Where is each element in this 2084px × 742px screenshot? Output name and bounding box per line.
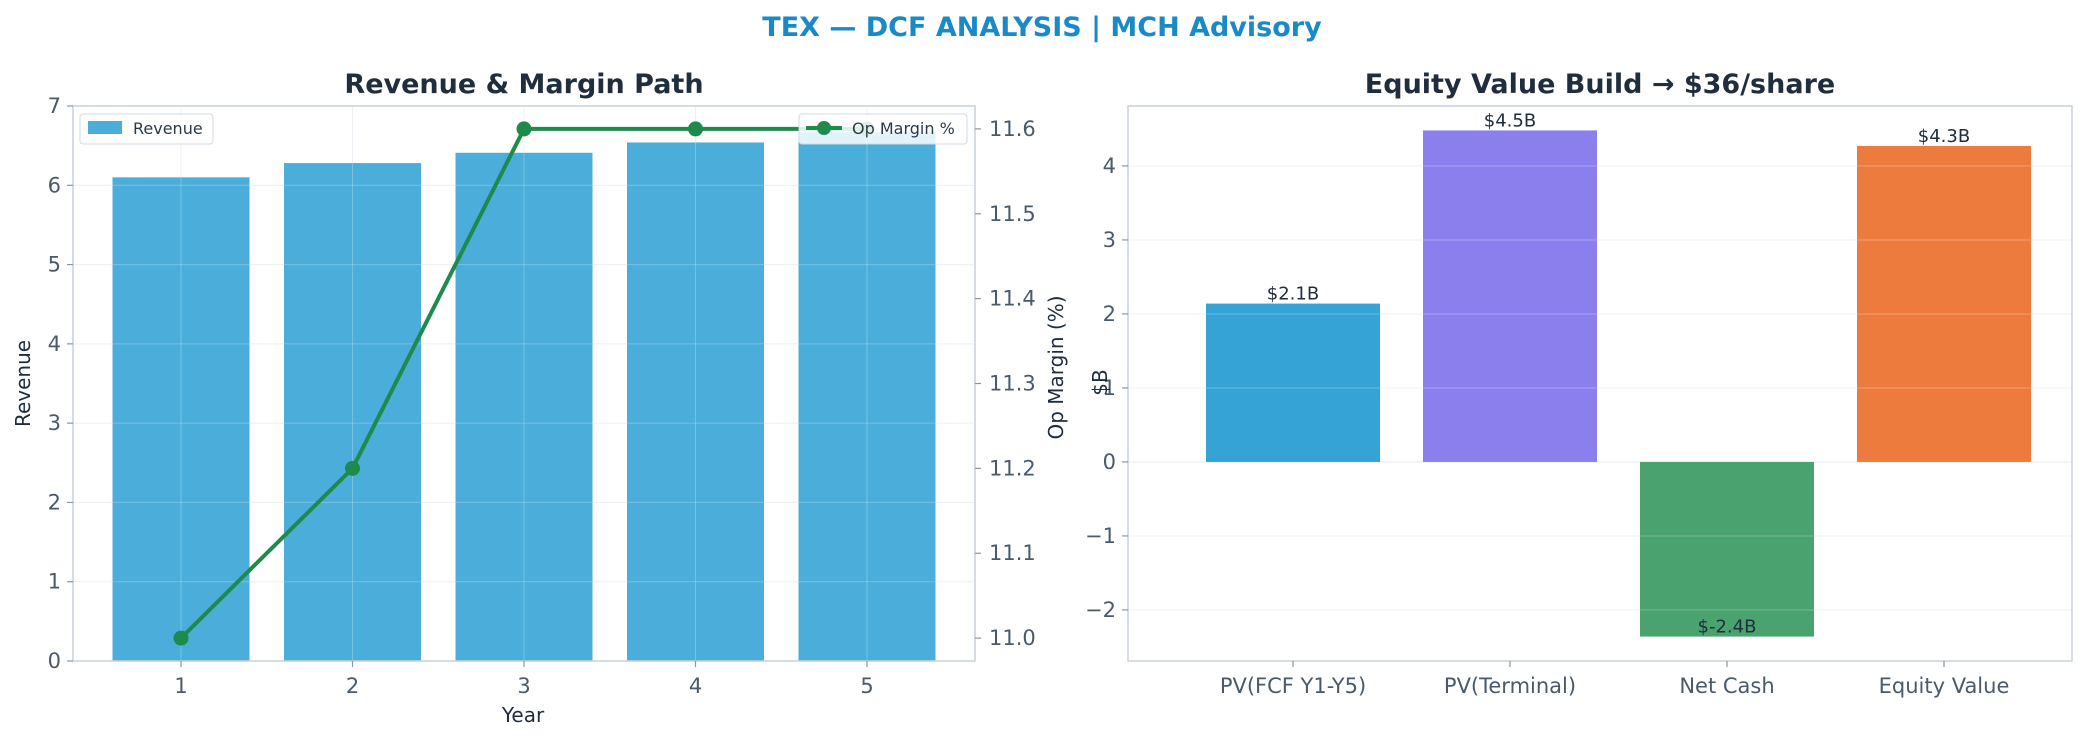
pv-fcf-bar <box>1206 303 1380 462</box>
y-tick-label: 0 <box>1103 450 1116 474</box>
pv-terminal-bar <box>1423 130 1597 462</box>
y-tick-label: 3 <box>1103 228 1116 252</box>
equity-build-chart: Equity Value Build → $36/share $2.1B $4.5B… <box>1085 69 2073 698</box>
revenue-bar <box>284 163 421 662</box>
x-tick-label: 2 <box>346 674 359 698</box>
y-axis-label: $B <box>1088 369 1112 395</box>
y-axis-label: Revenue <box>11 340 35 427</box>
y-tick-label: −1 <box>1085 524 1116 548</box>
chart-title: Revenue & Margin Path <box>344 69 703 100</box>
y-tick-label: 7 <box>48 94 61 118</box>
figure-title: TEX — DCF ANALYSIS | MCH Advisory <box>762 12 1322 43</box>
legend-op-margin: Op Margin % <box>798 113 968 145</box>
equity-value-bar <box>1857 145 2031 462</box>
y-tick-label: 2 <box>48 490 61 514</box>
y-tick-label: −2 <box>1085 598 1116 622</box>
x-tick-label: 1 <box>174 674 187 698</box>
data-label: $4.5B <box>1484 110 1536 131</box>
y-tick-label: 4 <box>48 332 61 356</box>
op-margin-point <box>345 460 360 476</box>
legend-revenue: Revenue <box>79 113 214 145</box>
op-margin-point <box>173 630 189 646</box>
y2-axis-label: Op Margin (%) <box>1044 295 1068 439</box>
op-margin-point <box>516 121 532 137</box>
data-label: $2.1B <box>1267 284 1319 305</box>
op-margin-point <box>688 121 703 137</box>
net-cash-bar <box>1640 461 1814 637</box>
revenue-bar <box>455 152 593 661</box>
legend-label: Revenue <box>133 119 203 138</box>
y-tick-label: 1 <box>48 570 61 594</box>
y-tick-label: 2 <box>1103 302 1116 326</box>
y-tick-label: 0 <box>48 649 61 673</box>
revenue-margin-chart: Revenue & Margin Path 0 1 2 3 4 5 6 7 11.0 11.1 11.… <box>11 69 1068 727</box>
x-tick-label: 4 <box>689 674 702 698</box>
revenue-bar <box>112 177 250 661</box>
legend-label: Op Margin % <box>852 119 955 138</box>
y-tick-label: 1 <box>1103 376 1116 400</box>
y2-tick-label: 11.6 <box>989 117 1036 141</box>
y2-tick-label: 11.0 <box>989 626 1036 650</box>
y-tick-label: 3 <box>48 411 61 435</box>
legend-swatch <box>88 121 122 134</box>
legend-marker <box>817 121 831 135</box>
y2-tick-label: 11.5 <box>989 202 1036 226</box>
data-label: $-2.4B <box>1698 617 1757 638</box>
x-tick-label: 3 <box>517 674 530 698</box>
data-label: $4.3B <box>1918 126 1970 147</box>
x-tick-label: PV(Terminal) <box>1444 674 1576 698</box>
y2-tick-label: 11.3 <box>989 372 1036 396</box>
y-tick-label: 4 <box>1103 154 1116 178</box>
y2-tick-label: 11.1 <box>989 541 1036 565</box>
y-tick-label: 6 <box>48 173 61 197</box>
y2-tick-label: 11.2 <box>989 456 1036 480</box>
revenue-bar <box>798 132 936 661</box>
x-axis-label: Year <box>501 703 545 727</box>
y-tick-label: 5 <box>48 253 61 277</box>
plot-frame <box>1127 105 2073 662</box>
legend-box <box>798 113 968 145</box>
x-tick-label: Net Cash <box>1679 674 1774 698</box>
y2-tick-label: 11.4 <box>989 287 1036 311</box>
x-tick-label: PV(FCF Y1-Y5) <box>1220 674 1366 698</box>
x-tick-label: Equity Value <box>1879 674 2010 698</box>
revenue-bar <box>627 142 764 661</box>
x-tick-label: 5 <box>860 674 873 698</box>
chart-title: Equity Value Build → $36/share <box>1365 69 1835 100</box>
